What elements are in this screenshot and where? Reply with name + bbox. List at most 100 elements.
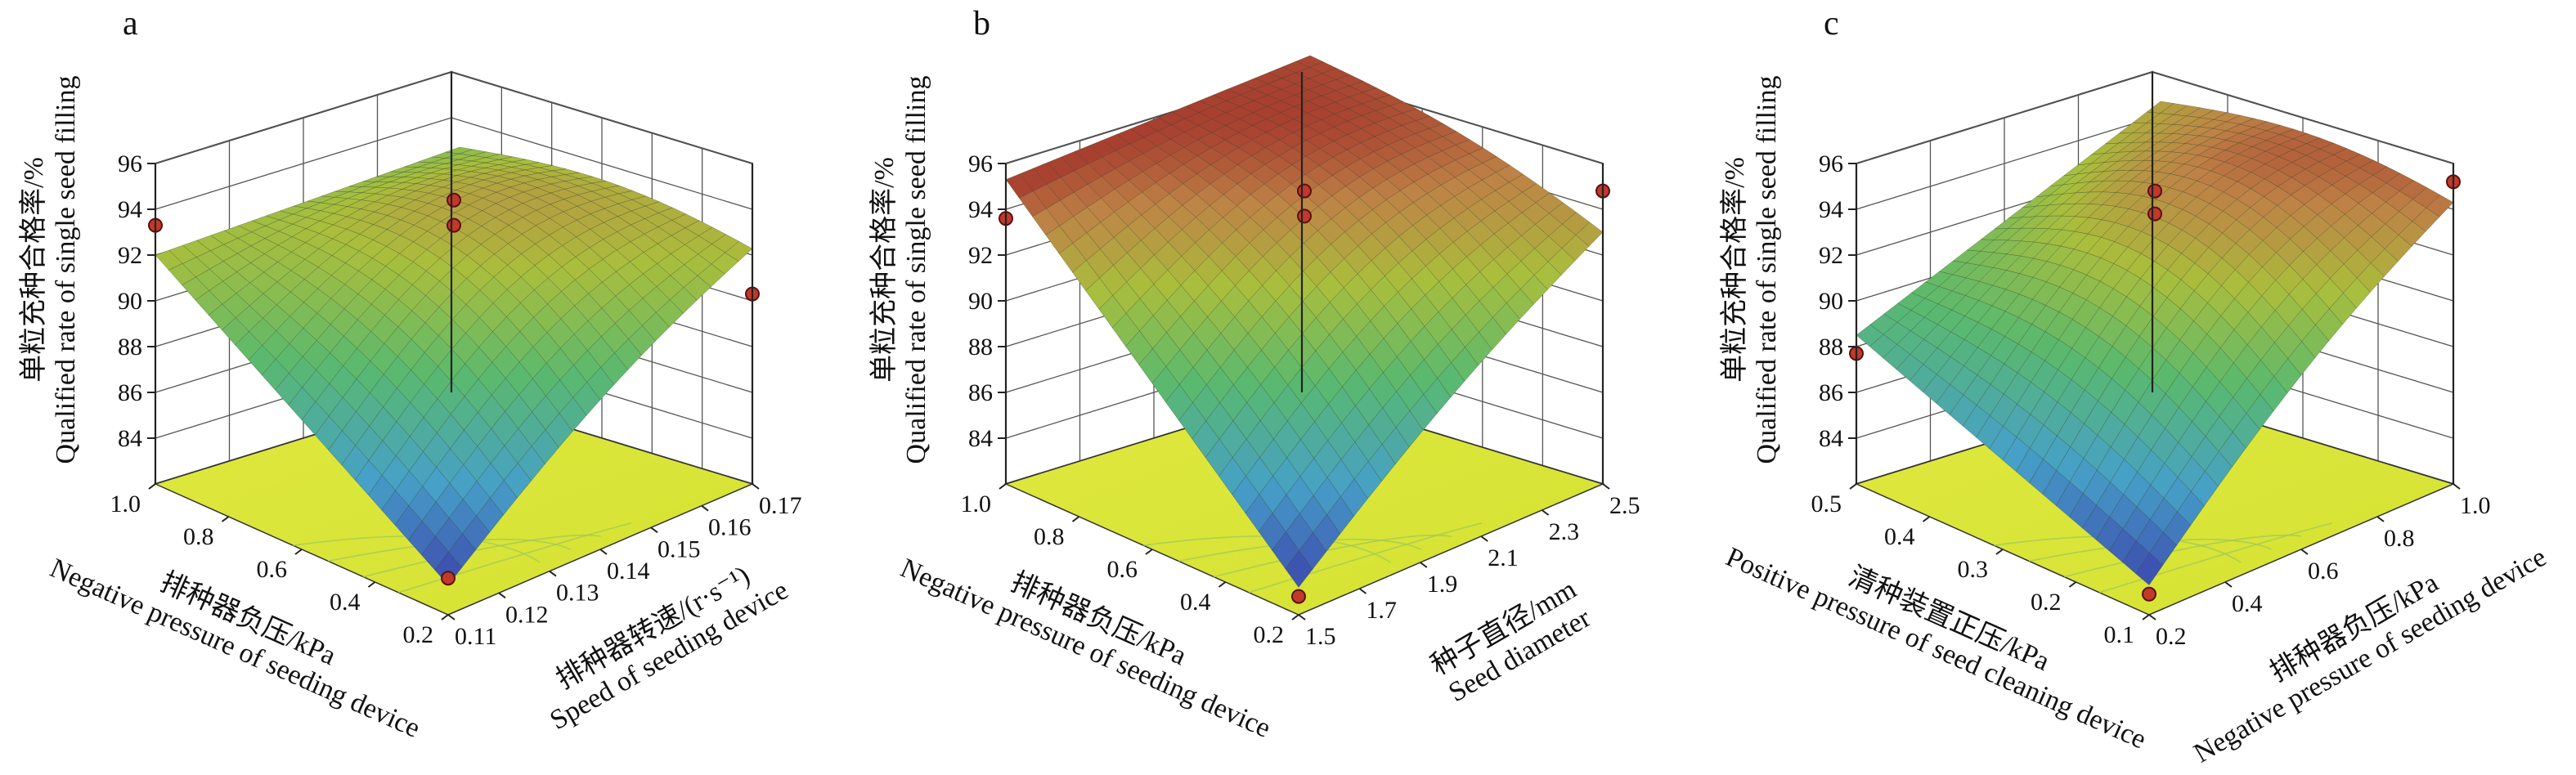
y-tick-label: 2.5 <box>1609 492 1640 519</box>
z-tick-label: 90 <box>118 288 142 315</box>
x-tick <box>1145 549 1153 555</box>
panel-b: 84 86 88 90 92 94 96 1.0 0.8 0.6 0.4 0.2 1.5 1.7 1.9 2.… <box>868 5 1640 744</box>
y-tick-label: 1.0 <box>2460 492 2491 519</box>
y-tick <box>2376 516 2385 522</box>
z-tick-label: 94 <box>968 196 993 223</box>
y-tick <box>2224 581 2233 588</box>
x-tick-label: 0.6 <box>1107 556 1138 583</box>
y-tick <box>1420 562 1428 568</box>
x-tick <box>367 581 376 588</box>
y-tick-label: 0.6 <box>2308 558 2339 585</box>
z-tick-label: 92 <box>118 242 142 269</box>
y-tick <box>1298 614 1306 620</box>
x-tick-label: 0.4 <box>1884 523 1915 550</box>
y-tick <box>1541 509 1550 516</box>
contour-line <box>2029 538 2272 562</box>
y-tick-label: 0.13 <box>556 580 599 607</box>
x-tick-label: 0.4 <box>1180 589 1211 616</box>
y-tick-label: 1.9 <box>1427 571 1458 598</box>
x-tick-label: 1.0 <box>110 491 141 517</box>
x-tick-label: 0.8 <box>1034 523 1065 550</box>
z-tick-label: 94 <box>1819 196 1843 223</box>
z-tick-label: 84 <box>118 425 142 452</box>
observed-point <box>1291 589 1306 604</box>
surface-facet <box>1285 550 1313 588</box>
z-tick-label: 96 <box>118 150 142 177</box>
y-tick-label: 1.7 <box>1366 597 1397 624</box>
y-tick-label: 2.1 <box>1488 544 1519 571</box>
x-tick <box>148 483 156 490</box>
z-tick-label: 84 <box>968 425 993 452</box>
x-tick <box>2142 614 2150 620</box>
y-axis-title: 排种器转速/(r·s⁻¹)Speed of seeding device <box>528 547 793 737</box>
y-tick-label: 2.3 <box>1549 518 1580 545</box>
x-tick-label: 0.5 <box>1811 491 1842 517</box>
y-tick <box>2453 483 2461 490</box>
y-tick <box>650 526 658 534</box>
y-tick <box>599 549 608 555</box>
y-tick <box>1480 535 1488 542</box>
z-tick-label: 92 <box>968 242 993 269</box>
y-tick-label: 1.5 <box>1305 623 1336 650</box>
response-surface <box>1856 101 2454 585</box>
response-surface <box>155 146 753 585</box>
x-tick <box>1849 483 1857 490</box>
x-tick <box>1995 549 2004 555</box>
y-tick <box>1358 588 1367 594</box>
z-axis-title: 单粒充种合格率/%Qualified rate of single seed f… <box>1719 76 1782 464</box>
z-tick-label: 86 <box>118 379 142 406</box>
y-tick <box>498 592 506 599</box>
z-tick-label: 96 <box>968 150 993 177</box>
y-tick-label: 0.15 <box>657 535 701 562</box>
surface-facet <box>2135 553 2164 585</box>
y-tick-label: 0.16 <box>708 514 752 541</box>
x-tick-label: 0.4 <box>330 589 361 616</box>
y-tick <box>2148 614 2156 620</box>
panel-label: c <box>1824 5 1839 43</box>
x-tick <box>1218 581 1227 588</box>
x-tick <box>221 516 230 522</box>
panel-label: b <box>973 5 990 43</box>
observed-point <box>1297 183 1312 199</box>
y-tick <box>549 570 557 577</box>
observed-point <box>2142 586 2156 602</box>
x-tick <box>999 483 1007 490</box>
z-tick-label: 86 <box>968 379 993 406</box>
y-tick <box>447 614 456 620</box>
response-surface <box>1005 55 1604 588</box>
y-tick-label: 0.4 <box>2232 590 2263 617</box>
x-tick <box>2068 581 2077 588</box>
panel-a: 84 86 88 90 92 94 96 1.0 0.8 0.6 0.4 0.2 0.11 0.12 0.1… <box>18 5 802 744</box>
y-tick-label: 0.14 <box>607 558 650 585</box>
panel-c: 84 86 88 90 92 94 96 0.5 0.4 0.3 0.2 0.1 0.2 0.4 0.6 0.… <box>1719 5 2551 769</box>
z-tick-label: 90 <box>1819 288 1843 315</box>
z-tick-label: 96 <box>1819 150 1843 177</box>
panel-label: a <box>123 5 138 43</box>
x-tick <box>294 549 303 555</box>
x-tick <box>1291 614 1299 620</box>
z-axis-title: 单粒充种合格率/%Qualified rate of single seed f… <box>18 76 81 464</box>
z-tick-label: 88 <box>1819 334 1843 361</box>
x-tick-label: 0.2 <box>403 621 434 648</box>
z-tick-label: 86 <box>1819 379 1843 406</box>
x-tick-label: 0.8 <box>183 523 214 550</box>
x-tick <box>441 614 449 620</box>
observed-point <box>2147 206 2162 222</box>
y-tick-label: 0.12 <box>505 601 549 628</box>
z-tick-label: 88 <box>968 334 993 361</box>
x-tick <box>1922 516 1931 522</box>
x-tick-label: 0.2 <box>1254 621 1285 648</box>
observed-point <box>447 217 461 233</box>
y-tick <box>2300 549 2309 555</box>
x-tick-label: 1.0 <box>961 491 992 517</box>
y-tick <box>752 483 760 490</box>
y-tick-label: 0.11 <box>455 623 496 650</box>
observed-point <box>447 192 461 208</box>
z-tick-label: 90 <box>968 288 993 315</box>
x-tick-label: 0.1 <box>2104 621 2135 648</box>
observed-point <box>1297 208 1312 224</box>
z-tick-label: 84 <box>1819 425 1843 452</box>
z-tick-label: 88 <box>118 334 142 361</box>
